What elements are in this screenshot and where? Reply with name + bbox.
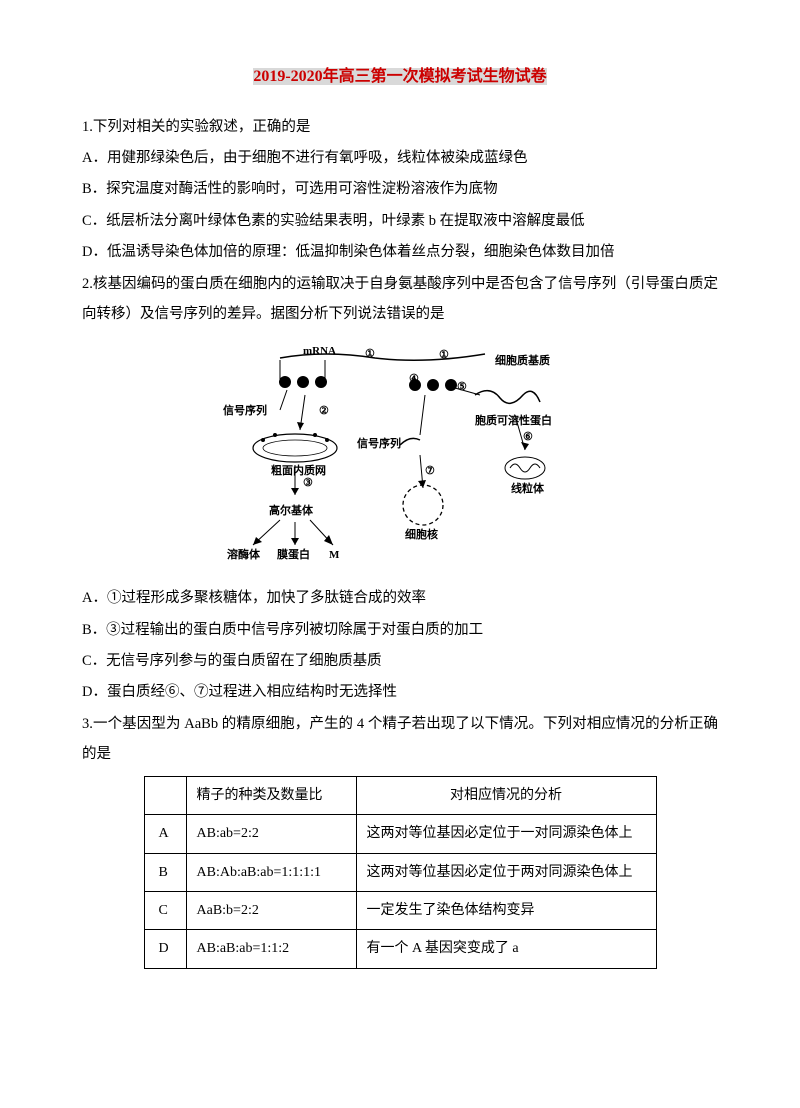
label-lysosome: 溶酶体 [227,544,260,567]
label-soluble: 胞质可溶性蛋白 [475,410,552,433]
q1-d: D．低温诱导染色体加倍的原理：低温抑制染色体着丝点分裂，细胞染色体数目加倍 [82,237,718,267]
q3-stem: 3.一个基因型为 AaBb 的精原细胞，产生的 4 个精子若出现了以下情况。下列… [82,709,718,770]
label-5: ⑤ [457,376,467,399]
cell-b1: B [144,853,186,891]
table-header-row: 精子的种类及数量比 对相应情况的分析 [144,776,656,814]
cell-b2: AB:Ab:aB:ab=1:1:1:1 [186,853,356,891]
cell-a3: 这两对等位基因必定位于一对同源染色体上 [356,815,656,853]
table-row: D AB:aB:ab=1:1:2 有一个 A 基因突变成了 a [144,930,656,968]
q3-table: 精子的种类及数量比 对相应情况的分析 A AB:ab=2:2 这两对等位基因必定… [144,776,657,969]
q3-table-wrap: 精子的种类及数量比 对相应情况的分析 A AB:ab=2:2 这两对等位基因必定… [82,776,718,969]
table-row: A AB:ab=2:2 这两对等位基因必定位于一对同源染色体上 [144,815,656,853]
label-3: ③ [303,472,313,495]
cell-d3: 有一个 A 基因突变成了 a [356,930,656,968]
label-golgi: 高尔基体 [269,500,313,523]
cell-b3: 这两对等位基因必定位于两对同源染色体上 [356,853,656,891]
label-7: ⑦ [425,460,435,483]
label-1b: ① [439,344,449,367]
q1-b: B．探究温度对酶活性的影响时，可选用可溶性淀粉溶液作为底物 [82,174,718,204]
q2-stem: 2.核基因编码的蛋白质在细胞内的运输取决于自身氨基酸序列中是否包含了信号序列（引… [82,269,718,330]
th-col2: 精子的种类及数量比 [186,776,356,814]
q2-c: C．无信号序列参与的蛋白质留在了细胞质基质 [82,646,718,676]
label-4: ④ [409,368,419,391]
th-col3: 对相应情况的分析 [356,776,656,814]
q1-stem: 1.下列对相关的实验叙述，正确的是 [82,112,718,142]
table-row: C AaB:b=2:2 一定发生了染色体结构变异 [144,891,656,929]
q1-c: C．纸层析法分离叶绿体色素的实验结果表明，叶绿素 b 在提取液中溶解度最低 [82,206,718,236]
cell-c1: C [144,891,186,929]
cell-a1: A [144,815,186,853]
protein-transport-diagram: mRNA ① ① 细胞质基质 信号序列 ② ④ ⑤ 胞质可溶性蛋白 ⑥ 线粒体 … [225,340,575,560]
cell-a2: AB:ab=2:2 [186,815,356,853]
label-cytoplasm: 细胞质基质 [495,350,550,373]
page-title: 2019-2020年高三第一次模拟考试生物试卷 [82,60,718,94]
q2-a: A．①过程形成多聚核糖体，加快了多肽链合成的效率 [82,583,718,613]
label-mrna: mRNA [303,340,336,363]
label-rer: 粗面内质网 [271,460,326,483]
label-membrane: 膜蛋白 [277,544,310,567]
title-part1: 2019-2020 [253,68,322,85]
title-part2: 年高三第一次模拟考试生物试卷 [323,68,547,85]
label-2: ② [319,400,329,423]
label-signal1: 信号序列 [223,400,267,423]
cell-d2: AB:aB:ab=1:1:2 [186,930,356,968]
q2-b: B．③过程输出的蛋白质中信号序列被切除属于对蛋白质的加工 [82,615,718,645]
q1-a: A．用健那绿染色后，由于细胞不进行有氧呼吸，线粒体被染成蓝绿色 [82,143,718,173]
table-row: B AB:Ab:aB:ab=1:1:1:1 这两对等位基因必定位于两对同源染色体… [144,853,656,891]
diagram-container: mRNA ① ① 细胞质基质 信号序列 ② ④ ⑤ 胞质可溶性蛋白 ⑥ 线粒体 … [82,340,718,571]
label-m: M [329,544,339,567]
label-nucleus: 细胞核 [405,524,438,547]
q2-d: D．蛋白质经⑥、⑦过程进入相应结构时无选择性 [82,677,718,707]
label-6: ⑥ [523,426,533,449]
cell-d1: D [144,930,186,968]
cell-c2: AaB:b=2:2 [186,891,356,929]
label-1: ① [365,343,375,366]
label-signal2: 信号序列 [357,433,401,456]
th-blank [144,776,186,814]
cell-c3: 一定发生了染色体结构变异 [356,891,656,929]
label-mito: 线粒体 [511,478,544,501]
